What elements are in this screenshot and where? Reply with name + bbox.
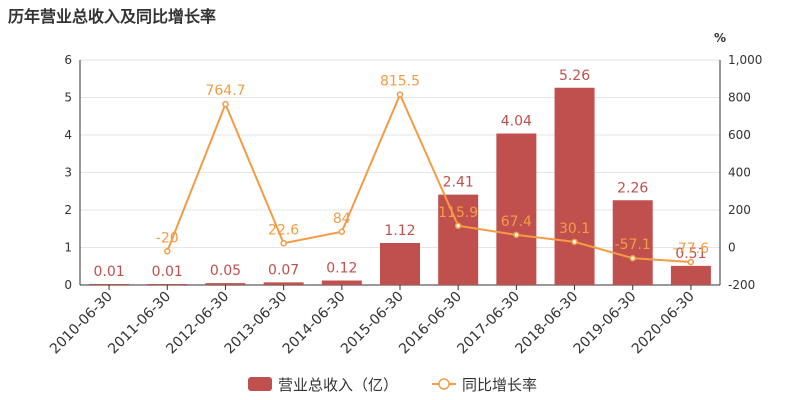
- bar-value-label: 2.41: [443, 175, 474, 191]
- growth-rate-point: [571, 238, 578, 246]
- growth-rate-label: -57.1: [615, 237, 651, 253]
- legend-line-marker: [438, 378, 450, 390]
- bar-layer: [89, 87, 711, 285]
- growth-rate-label: 764.7: [205, 83, 245, 99]
- legend-bar-label: 营业总收入（亿）: [278, 376, 398, 394]
- bar: [438, 194, 479, 285]
- bar-value-label: 1.12: [384, 223, 415, 239]
- growth-rate-point: [454, 222, 462, 230]
- y-right-unit: %: [714, 31, 726, 45]
- growth-rate-point: [629, 254, 636, 262]
- bar: [263, 282, 304, 285]
- growth-rate-label: 115.9: [438, 205, 478, 221]
- growth-rate-point: [396, 91, 404, 98]
- y-left-tick-label: 4: [64, 128, 72, 142]
- label-layer: 0.01 0.01 0.05 0.07 0.12 1.12 2.41 4.04 5.26 2.26…: [94, 68, 710, 280]
- y-left-tick-label: 2: [64, 203, 72, 217]
- y-right-tick-label: 800: [728, 91, 751, 105]
- bar-value-label: 2.26: [617, 180, 648, 196]
- growth-rate-label: 30.1: [559, 221, 590, 237]
- growth-rate-label: 67.4: [501, 214, 532, 230]
- bar: [554, 87, 595, 285]
- bar-value-label: 0.07: [268, 262, 299, 278]
- line-layer: [164, 91, 695, 266]
- y-right-tick-label: -200: [728, 278, 755, 292]
- growth-rate-point: [222, 100, 229, 108]
- growth-rate-point: [280, 240, 287, 247]
- legend-bar-swatch: [248, 377, 272, 391]
- bar: [380, 243, 420, 285]
- bar-value-label: 0.01: [94, 264, 125, 280]
- y-left-tick-label: 5: [64, 91, 72, 105]
- chart-title: 历年营业总收入及同比增长率: [8, 7, 217, 26]
- bar: [147, 284, 188, 285]
- growth-rate-label: -77.6: [673, 241, 709, 257]
- legend-line-label: 同比增长率: [462, 376, 537, 394]
- y-right-tick-label: 0: [728, 241, 736, 255]
- y-left-tick-label: 3: [64, 166, 72, 180]
- y-right-tick-label: 600: [728, 128, 751, 142]
- y-right-tick-label: 400: [728, 166, 751, 180]
- bar: [612, 200, 653, 285]
- growth-rate-label: -20: [156, 230, 179, 246]
- growth-rate-label: 22.6: [268, 222, 299, 238]
- growth-rate-point: [164, 248, 171, 255]
- growth-rate-point: [513, 231, 520, 239]
- bar: [89, 284, 130, 285]
- growth-rate-point: [338, 228, 346, 235]
- y-left-tick-label: 0: [64, 278, 72, 292]
- growth-rate-point: [687, 258, 695, 266]
- bar-value-label: 0.05: [210, 263, 241, 279]
- bar-value-label: 4.04: [501, 114, 532, 130]
- growth-rate-label: 84: [333, 211, 351, 227]
- bar-value-label: 0.51: [675, 246, 706, 262]
- growth-rate-line: [166, 92, 691, 264]
- bar: [205, 283, 246, 285]
- bar-value-label: 0.12: [326, 261, 357, 277]
- bar: [321, 280, 362, 285]
- legend: 营业总收入（亿） 同比增长率: [248, 376, 537, 394]
- y-left-tick-label: 6: [64, 53, 72, 67]
- y-left-tick-label: 1: [64, 241, 72, 255]
- x-tick-label: 2020-06-30: [629, 289, 698, 358]
- bar: [670, 265, 711, 285]
- bar-value-label: 5.26: [559, 68, 590, 84]
- bar-value-label: 0.01: [152, 264, 183, 280]
- growth-rate-label: 815.5: [380, 74, 420, 90]
- y-right-tick-label: 1,000: [728, 53, 762, 67]
- bar: [496, 133, 537, 285]
- y-right-tick-label: 200: [728, 203, 751, 217]
